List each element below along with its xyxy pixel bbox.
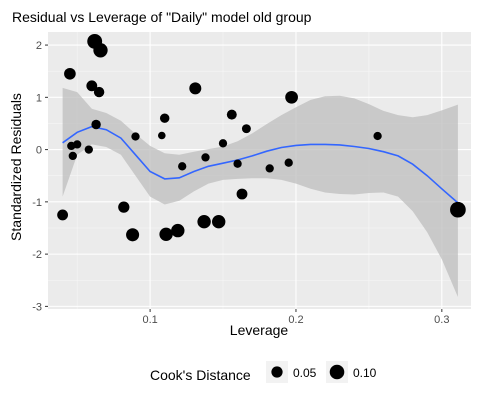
data-point bbox=[118, 201, 130, 213]
legend-title: Cook's Distance bbox=[150, 367, 251, 383]
data-point bbox=[159, 227, 173, 241]
data-points bbox=[57, 33, 466, 242]
legend-entry-label: 0.10 bbox=[353, 366, 377, 380]
data-point bbox=[158, 131, 166, 140]
legend-key-point bbox=[271, 366, 283, 378]
data-point bbox=[84, 145, 93, 154]
y-tick-label: -2 bbox=[32, 249, 42, 261]
data-point bbox=[284, 158, 293, 167]
data-point bbox=[57, 209, 69, 221]
data-point bbox=[373, 131, 382, 141]
x-axis-label: Leverage bbox=[230, 322, 289, 338]
confidence-band bbox=[62, 87, 458, 298]
data-point bbox=[73, 140, 82, 149]
legend: Cook's Distance 0.05 0.10 bbox=[150, 361, 377, 383]
data-point bbox=[265, 164, 274, 173]
legend-key-point bbox=[329, 364, 345, 380]
data-point bbox=[178, 162, 187, 171]
x-tick-label: 0.3 bbox=[434, 314, 449, 326]
data-point bbox=[189, 82, 202, 95]
legend-entry-label: 0.05 bbox=[293, 366, 317, 380]
x-tick-label: 0.1 bbox=[142, 314, 157, 326]
y-tick-label: 2 bbox=[36, 40, 42, 52]
y-axis-ticks: -3 -2 -1 0 1 2 bbox=[32, 40, 48, 313]
data-point bbox=[159, 113, 170, 123]
y-axis-label: Standardized Residuals bbox=[8, 93, 24, 241]
data-point bbox=[450, 201, 466, 218]
data-point bbox=[226, 109, 237, 120]
data-point bbox=[86, 80, 98, 92]
data-point bbox=[233, 159, 242, 168]
data-point bbox=[171, 223, 185, 238]
legend-entries: 0.05 0.10 bbox=[266, 361, 377, 383]
data-point bbox=[64, 67, 76, 80]
data-point bbox=[93, 43, 108, 58]
smooth-line bbox=[62, 125, 459, 204]
data-point bbox=[218, 139, 228, 148]
y-tick-label: -3 bbox=[32, 301, 42, 313]
chart-title: Residual vs Leverage of "Daily" model ol… bbox=[12, 9, 312, 25]
x-tick-label: 0.2 bbox=[288, 314, 303, 326]
data-point bbox=[91, 119, 101, 130]
y-tick-label: 0 bbox=[36, 145, 42, 157]
data-point bbox=[68, 151, 77, 161]
data-point bbox=[197, 215, 211, 229]
y-tick-label: -1 bbox=[32, 197, 42, 209]
data-point bbox=[236, 188, 248, 200]
y-tick-label: 1 bbox=[36, 92, 42, 104]
data-point bbox=[212, 215, 226, 229]
data-point bbox=[131, 132, 140, 141]
x-axis-ticks: 0.1 0.2 0.3 bbox=[142, 309, 449, 326]
data-point bbox=[126, 228, 140, 242]
data-point bbox=[93, 86, 105, 98]
data-point bbox=[241, 124, 251, 134]
data-point bbox=[201, 153, 210, 162]
data-point bbox=[285, 90, 298, 104]
